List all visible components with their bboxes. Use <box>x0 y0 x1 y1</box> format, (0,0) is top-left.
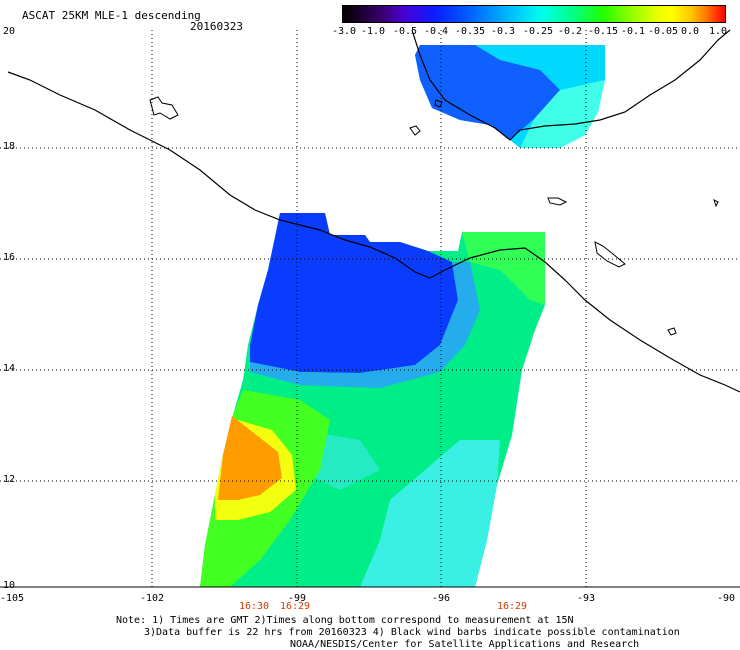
colorbar-tick: -0.15 <box>587 26 619 37</box>
time-label: 16:30 <box>238 601 270 612</box>
colorbar-tick: -0.25 <box>522 26 554 37</box>
swath-blue-region <box>250 213 458 373</box>
lat-label: 16 <box>3 252 16 263</box>
lon-label: -90 <box>716 593 736 604</box>
lat-label: 20 <box>3 26 16 37</box>
time-label: 16:29 <box>496 601 528 612</box>
time-label: 16:29 <box>279 601 311 612</box>
lon-label: -105 <box>0 593 25 604</box>
lon-label: -102 <box>139 593 165 604</box>
colorbar-tick: -3.0 <box>331 26 357 37</box>
lat-label: 10 <box>3 580 16 591</box>
swath-light-blue-band <box>250 262 480 388</box>
lat-label: 14 <box>3 363 16 374</box>
colorbar-tick: -0.3 <box>490 26 516 37</box>
credit-line: NOAA/NESDIS/Center for Satellite Applica… <box>290 639 640 650</box>
swath-orange-patch <box>218 416 282 500</box>
colorbar-tick: -0.35 <box>454 26 486 37</box>
color-scale-bar <box>342 5 726 23</box>
lon-label: -96 <box>431 593 451 604</box>
colorbar-tick: -0.4 <box>423 26 449 37</box>
colorbar-tick: 1.0 <box>708 26 728 37</box>
swath-green-top-right <box>462 232 545 305</box>
upper-blue-region <box>415 45 560 140</box>
island-outlines <box>149 96 719 336</box>
colorbar-tick: -0.05 <box>647 26 679 37</box>
colorbar-tick: -0.1 <box>620 26 646 37</box>
coastline <box>7 71 740 393</box>
swath-cyan-lower <box>360 440 500 587</box>
colorbar-tick: 0.0 <box>680 26 700 37</box>
lon-label: -99 <box>287 593 307 604</box>
note-line: Note: 1) Times are GMT 2)Times along bot… <box>116 615 574 626</box>
upper-cyan-region <box>520 80 605 148</box>
coastline-upper <box>411 29 731 141</box>
note-line: 3)Data buffer is 22 hrs from 20160323 4)… <box>144 627 680 638</box>
lat-label: 18 <box>3 141 16 152</box>
colorbar-tick: -1.0 <box>360 26 386 37</box>
map-title: ASCAT 25KM MLE-1 descending <box>22 9 201 22</box>
colorbar-tick: -0.2 <box>557 26 583 37</box>
map-date: 20160323 <box>190 20 243 33</box>
lat-label: 12 <box>3 474 16 485</box>
lon-label: -93 <box>576 593 596 604</box>
colorbar-tick: -0.5 <box>392 26 418 37</box>
